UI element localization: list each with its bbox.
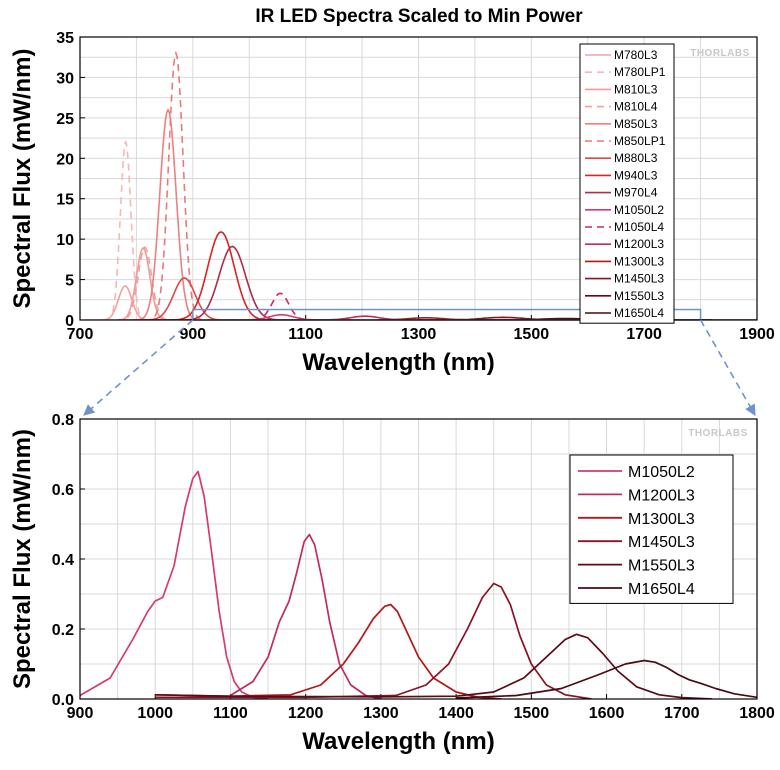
top-legend-label-m1050l4: M1050L4 bbox=[614, 220, 664, 234]
top-series-m810l3 bbox=[102, 246, 185, 320]
top-legend-label-m970l4: M970L4 bbox=[614, 186, 658, 200]
bottom-y-axis-title: Spectral Flux (mW/nm) bbox=[9, 429, 36, 689]
bottom-x-tick-label: 900 bbox=[67, 705, 94, 722]
top-y-tick-label: 10 bbox=[56, 232, 74, 249]
top-legend-label-m810l3: M810L3 bbox=[614, 82, 658, 96]
bottom-x-tick-label: 1200 bbox=[288, 705, 324, 722]
top-legend-box bbox=[579, 43, 675, 324]
zoom-connectors bbox=[83, 319, 756, 416]
top-x-tick-label: 900 bbox=[179, 326, 206, 343]
bottom-plot-frame bbox=[79, 418, 758, 700]
bottom-legend-label-m1050l2: M1050L2 bbox=[628, 464, 695, 481]
bottom-legend-label-m1200l3: M1200L3 bbox=[628, 487, 695, 504]
top-y-tick-label: 35 bbox=[56, 30, 74, 47]
top-legend-label-m940l3: M940L3 bbox=[614, 168, 658, 182]
bottom-legend-label-m1650l4: M1650L4 bbox=[628, 581, 695, 598]
bottom-chart: 900 1000 1100 1200 1300 1400 1500 1600 1700 1800 0… bbox=[9, 412, 775, 755]
top-legend-label-m1050l2: M1050L2 bbox=[614, 203, 664, 217]
bottom-x-tick-label: 1400 bbox=[438, 705, 474, 722]
top-x-tick-label: 1700 bbox=[626, 326, 662, 343]
top-y-tick-label: 30 bbox=[56, 70, 74, 87]
top-chart: 700 900 1100 1300 1500 1700 1900 0 5 10 15 20 25 30 35… bbox=[9, 30, 775, 376]
top-series-m1450l3 bbox=[378, 316, 628, 320]
top-x-tick-label: 1300 bbox=[401, 326, 437, 343]
bottom-x-axis-title: Wavelength (nm) bbox=[302, 728, 494, 755]
top-watermark: THORLABS bbox=[690, 48, 750, 59]
top-y-tick-label: 20 bbox=[56, 151, 74, 168]
bottom-legend-label-m1550l3: M1550L3 bbox=[628, 558, 695, 575]
bottom-series-m1550l3 bbox=[155, 633, 712, 699]
top-legend-label-m850lp1: M850LP1 bbox=[614, 134, 666, 148]
top-legend-label-m880l3: M880L3 bbox=[614, 151, 658, 165]
bottom-legend: M1050L2 M1200L3 M1300L3 M1450L3 M1550L3 M1650… bbox=[569, 454, 734, 604]
top-series-m780l3 bbox=[84, 285, 167, 320]
top-x-tick-label: 1100 bbox=[288, 326, 323, 343]
top-plot-frame bbox=[79, 36, 758, 321]
top-y-tick-label: 15 bbox=[56, 192, 74, 209]
top-series-m1550l3 bbox=[418, 317, 712, 320]
bottom-y-tick-label: 0.4 bbox=[52, 552, 74, 569]
bottom-series-m1050l2 bbox=[80, 470, 269, 699]
zoom-connector-left bbox=[83, 319, 194, 416]
top-series-m1300l3 bbox=[315, 317, 536, 320]
bottom-x-tick-label: 1300 bbox=[363, 705, 399, 722]
top-x-tick-label: 700 bbox=[67, 326, 94, 343]
top-legend-label-m780l3: M780L3 bbox=[614, 48, 658, 62]
top-series-m970l4 bbox=[151, 245, 313, 320]
top-y-axis-title: Spectral Flux (mW/nm) bbox=[9, 48, 36, 308]
top-x-tick-label: 1500 bbox=[514, 326, 550, 343]
top-series-m940l3 bbox=[140, 231, 302, 320]
bottom-series-m1300l3 bbox=[155, 603, 502, 699]
bottom-watermark: THORLABS bbox=[688, 428, 748, 439]
bottom-x-tick-label: 1500 bbox=[514, 705, 550, 722]
bottom-y-tick-label: 0.2 bbox=[52, 622, 74, 639]
bottom-legend-label-m1300l3: M1300L3 bbox=[628, 511, 695, 528]
top-legend-label-m1450l3: M1450L3 bbox=[614, 272, 664, 286]
bottom-y-tick-label: 0.0 bbox=[52, 692, 74, 709]
bottom-series-m1200l3 bbox=[229, 533, 382, 699]
top-y-tick-label: 25 bbox=[56, 111, 74, 128]
top-legend-label-m1550l3: M1550L3 bbox=[614, 289, 664, 303]
top-legend-label-m1300l3: M1300L3 bbox=[614, 254, 664, 268]
zoom-connector-right bbox=[699, 319, 756, 416]
bottom-x-tick-label: 1100 bbox=[213, 705, 248, 722]
bottom-legend-box bbox=[569, 454, 734, 604]
bottom-x-tick-label: 1700 bbox=[664, 705, 700, 722]
top-x-axis-title: Wavelength (nm) bbox=[302, 349, 494, 376]
top-legend-label-m810l4: M810L4 bbox=[614, 100, 658, 114]
bottom-x-tick-label: 1000 bbox=[137, 705, 173, 722]
chart-title: IR LED Spectra Scaled to Min Power bbox=[255, 6, 583, 27]
bottom-y-tick-label: 0.6 bbox=[52, 482, 74, 499]
top-legend-label-m1650l4: M1650L4 bbox=[614, 306, 664, 320]
top-series-m880l3 bbox=[118, 277, 251, 320]
top-legend-label-m850l3: M850L3 bbox=[614, 117, 658, 131]
bottom-series-m1650l4 bbox=[456, 659, 757, 699]
bottom-y-tick-label: 0.8 bbox=[52, 412, 74, 429]
bottom-series-m1450l3 bbox=[155, 582, 592, 699]
top-legend-label-m780lp1: M780LP1 bbox=[614, 65, 666, 79]
bottom-legend-label-m1450l3: M1450L3 bbox=[628, 534, 695, 551]
top-y-tick-label: 0 bbox=[65, 313, 74, 330]
top-series-m1050l2 bbox=[208, 313, 355, 320]
top-series-m1050l4 bbox=[228, 292, 332, 320]
top-series-m780lp1 bbox=[93, 139, 158, 320]
top-legend: M780L3 M780LP1 M810L3 M810L4 M850L3 M850LP1 M8… bbox=[579, 43, 675, 324]
top-series-m1200l3 bbox=[276, 315, 453, 320]
top-series-m810l4 bbox=[103, 246, 186, 320]
bottom-series-group bbox=[80, 470, 757, 699]
bottom-x-tick-label: 1800 bbox=[739, 705, 775, 722]
top-legend-label-m1200l3: M1200L3 bbox=[614, 237, 664, 251]
bottom-x-tick-label: 1600 bbox=[589, 705, 625, 722]
top-x-tick-label: 1900 bbox=[739, 326, 775, 343]
top-y-tick-label: 5 bbox=[65, 273, 74, 290]
